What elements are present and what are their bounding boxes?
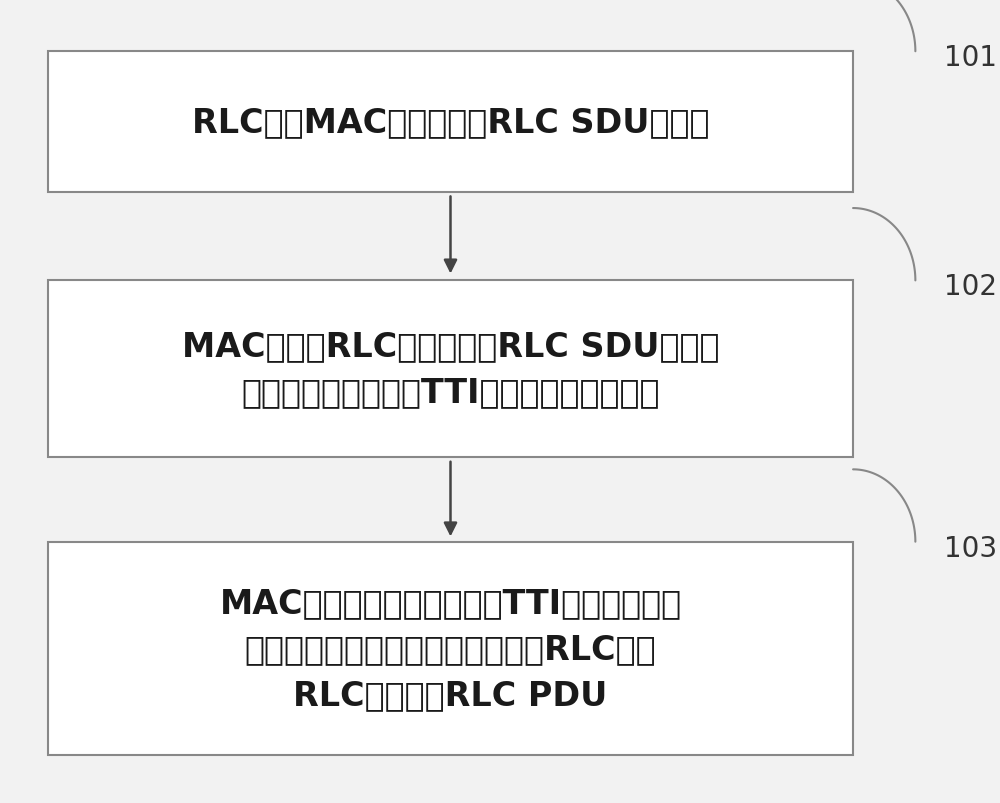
Text: 102: 102 — [944, 273, 997, 301]
Bar — [48, 281, 853, 458]
Text: 101: 101 — [944, 44, 997, 72]
Bar — [48, 542, 853, 755]
Text: MAC层根据RLC层发送来的RLC SDU大小决
定各个逻辑信道在此TTI中可以传输的比特数: MAC层根据RLC层发送来的RLC SDU大小决 定各个逻辑信道在此TTI中可以… — [182, 330, 719, 409]
Text: RLC层向MAC层发送各个RLC SDU的大小: RLC层向MAC层发送各个RLC SDU的大小 — [192, 106, 709, 139]
Text: 103: 103 — [944, 534, 997, 562]
Text: MAC层将各个逻辑信道在此TTI能够传输的比
特数以及是否分段的标志位反馈给RLC层，
RLC层用来组RLC PDU: MAC层将各个逻辑信道在此TTI能够传输的比 特数以及是否分段的标志位反馈给RL… — [219, 586, 682, 711]
Bar — [48, 52, 853, 193]
